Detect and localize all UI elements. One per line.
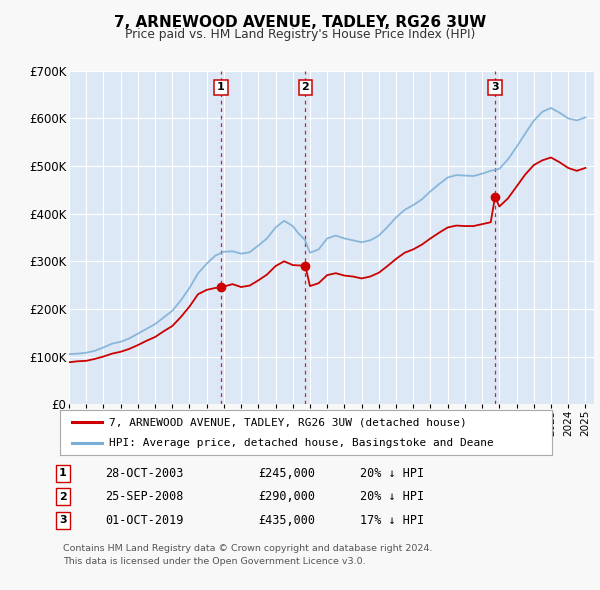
Text: 2: 2: [301, 83, 309, 93]
Text: 7, ARNEWOOD AVENUE, TADLEY, RG26 3UW (detached house): 7, ARNEWOOD AVENUE, TADLEY, RG26 3UW (de…: [109, 417, 467, 427]
Text: 28-OCT-2003: 28-OCT-2003: [105, 467, 184, 480]
Text: 1: 1: [217, 83, 225, 93]
Text: 17% ↓ HPI: 17% ↓ HPI: [360, 514, 424, 527]
Text: This data is licensed under the Open Government Licence v3.0.: This data is licensed under the Open Gov…: [63, 558, 365, 566]
Text: 20% ↓ HPI: 20% ↓ HPI: [360, 467, 424, 480]
Text: 01-OCT-2019: 01-OCT-2019: [105, 514, 184, 527]
Text: Contains HM Land Registry data © Crown copyright and database right 2024.: Contains HM Land Registry data © Crown c…: [63, 545, 433, 553]
Text: £245,000: £245,000: [258, 467, 315, 480]
Text: £290,000: £290,000: [258, 490, 315, 503]
Text: 3: 3: [491, 83, 499, 93]
Text: 7, ARNEWOOD AVENUE, TADLEY, RG26 3UW: 7, ARNEWOOD AVENUE, TADLEY, RG26 3UW: [114, 15, 486, 30]
Text: 2: 2: [59, 492, 67, 502]
Text: 25-SEP-2008: 25-SEP-2008: [105, 490, 184, 503]
Text: Price paid vs. HM Land Registry's House Price Index (HPI): Price paid vs. HM Land Registry's House …: [125, 28, 475, 41]
Text: 1: 1: [59, 468, 67, 478]
Text: HPI: Average price, detached house, Basingstoke and Deane: HPI: Average price, detached house, Basi…: [109, 438, 494, 448]
Text: £435,000: £435,000: [258, 514, 315, 527]
Text: 20% ↓ HPI: 20% ↓ HPI: [360, 490, 424, 503]
Text: 3: 3: [59, 516, 67, 525]
